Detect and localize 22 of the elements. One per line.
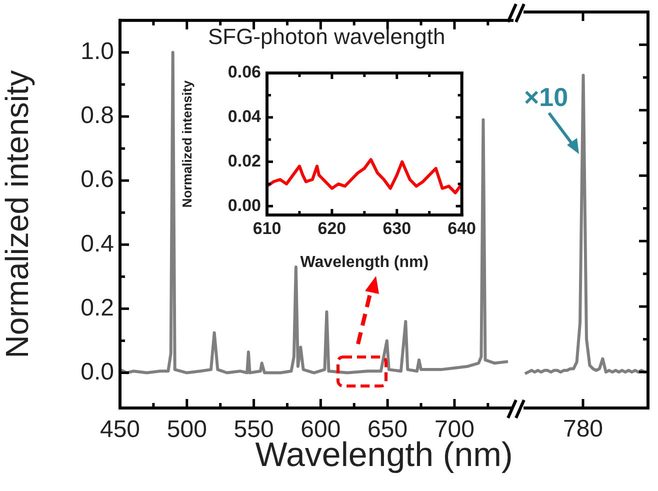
y-tick-label: 0.04 [228,107,262,126]
x-tick-label: 610 [252,218,282,238]
x-tick-label: 630 [382,218,412,238]
x-tick-label: 640 [448,218,476,238]
x-axis-title: Wavelength (nm) [300,254,429,271]
y-axis-title: Normalized intensity [179,80,194,208]
chart-title: SFG-photon wavelength [208,24,446,50]
y-tick-label: 0.4 [80,230,114,258]
x-tick-label: 500 [166,416,207,444]
x-tick-label: 450 [100,416,140,444]
y-tick-label: 0.06 [228,62,261,82]
y-tick-label: 0.6 [80,166,114,194]
annotation: ×10 [524,82,568,112]
y-tick-label: 0.00 [228,196,261,215]
y-axis-title: Normalized intensity [0,70,36,358]
y-tick-label: 0.0 [80,358,114,386]
text: 780 [562,416,604,443]
y-tick-label: 0.02 [228,151,261,170]
y-tick-label: 0.2 [80,294,114,322]
x-tick-label: 620 [318,218,346,238]
y-tick-label: 1.0 [80,38,114,66]
y-tick-label: 0.8 [80,102,114,130]
